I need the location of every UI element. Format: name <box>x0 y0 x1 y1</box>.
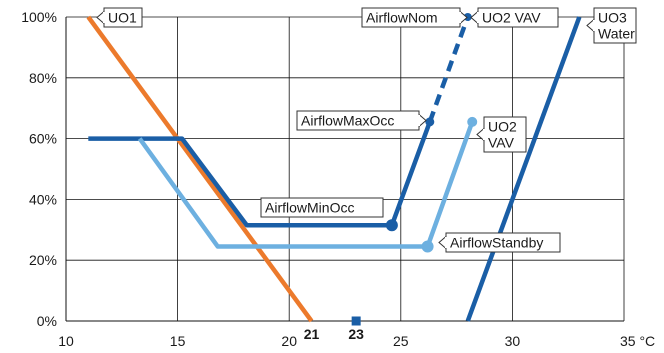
annotation-airflow-standby: AirflowStandby <box>438 232 561 253</box>
annotation-text: AirflowStandby <box>450 235 543 251</box>
series-line-1 <box>88 121 432 228</box>
annotation-pointer <box>418 114 427 127</box>
y-tick-label: 80% <box>29 70 57 86</box>
annotation-text: Water <box>598 26 635 42</box>
annotation-pointer <box>438 236 447 249</box>
series-line-0 <box>86 15 314 323</box>
x-tick-label: 15 <box>170 333 186 349</box>
annotation-uo2-vav-top: UO2 VAV <box>470 7 559 28</box>
annotation-airflow-nom: AirflowNom <box>361 7 468 28</box>
annotation-box <box>483 116 527 153</box>
series-line-3 <box>137 121 475 249</box>
annotation-text: UO2 VAV <box>482 10 541 26</box>
axes: 0% 20% 40% 60% 80% 100% 10 15 20 25 30 35 °C 21 23 <box>21 9 655 349</box>
data-point-marker <box>425 117 435 127</box>
annotation-pointer <box>470 11 479 24</box>
annotation-text: UO3 <box>598 10 627 26</box>
y-tick-label: 60% <box>29 131 57 147</box>
setpoint-marker <box>351 316 361 326</box>
series <box>86 15 582 323</box>
data-point-marker <box>421 240 434 253</box>
x-tick-label: 35 °C <box>620 333 655 349</box>
annotation-pointer <box>586 19 595 32</box>
markers <box>351 13 478 326</box>
annotation-airflow-max-occ: AirflowMaxOcc <box>296 110 427 131</box>
y-tick-label: 40% <box>29 191 57 207</box>
x-highlight-tick-label: 23 <box>348 326 364 342</box>
annotation-airflow-min-occ: AirflowMinOcc <box>260 197 384 218</box>
annotation-box <box>593 7 637 44</box>
annotation-text: UO2 <box>488 119 517 135</box>
data-point-marker <box>467 116 478 127</box>
series-line-2 <box>427 16 470 123</box>
x-tick-label: 30 <box>505 333 521 349</box>
x-tick-label: 25 <box>393 333 409 349</box>
x-tick-label: 10 <box>58 333 74 349</box>
series-line-4 <box>465 16 582 322</box>
y-tick-label: 100% <box>21 9 57 25</box>
annotation-uo1: UO1 <box>96 7 143 28</box>
y-tick-label: 0% <box>37 313 57 329</box>
annotation-pointer <box>96 11 105 24</box>
annotation-pointer <box>476 128 485 141</box>
y-tick-label: 20% <box>29 252 57 268</box>
annotation-text: AirflowMinOcc <box>265 200 354 216</box>
annotation-text: VAV <box>488 135 515 151</box>
annotation-text: AirflowMaxOcc <box>301 113 394 129</box>
annotation-box <box>260 197 384 218</box>
annotation-pointer <box>459 11 468 24</box>
data-point-marker <box>385 219 398 232</box>
annotation-text: UO1 <box>108 10 137 26</box>
x-highlight-tick-label: 21 <box>304 326 320 342</box>
annotation-text: AirflowNom <box>366 10 438 26</box>
x-tick-label: 20 <box>281 333 297 349</box>
